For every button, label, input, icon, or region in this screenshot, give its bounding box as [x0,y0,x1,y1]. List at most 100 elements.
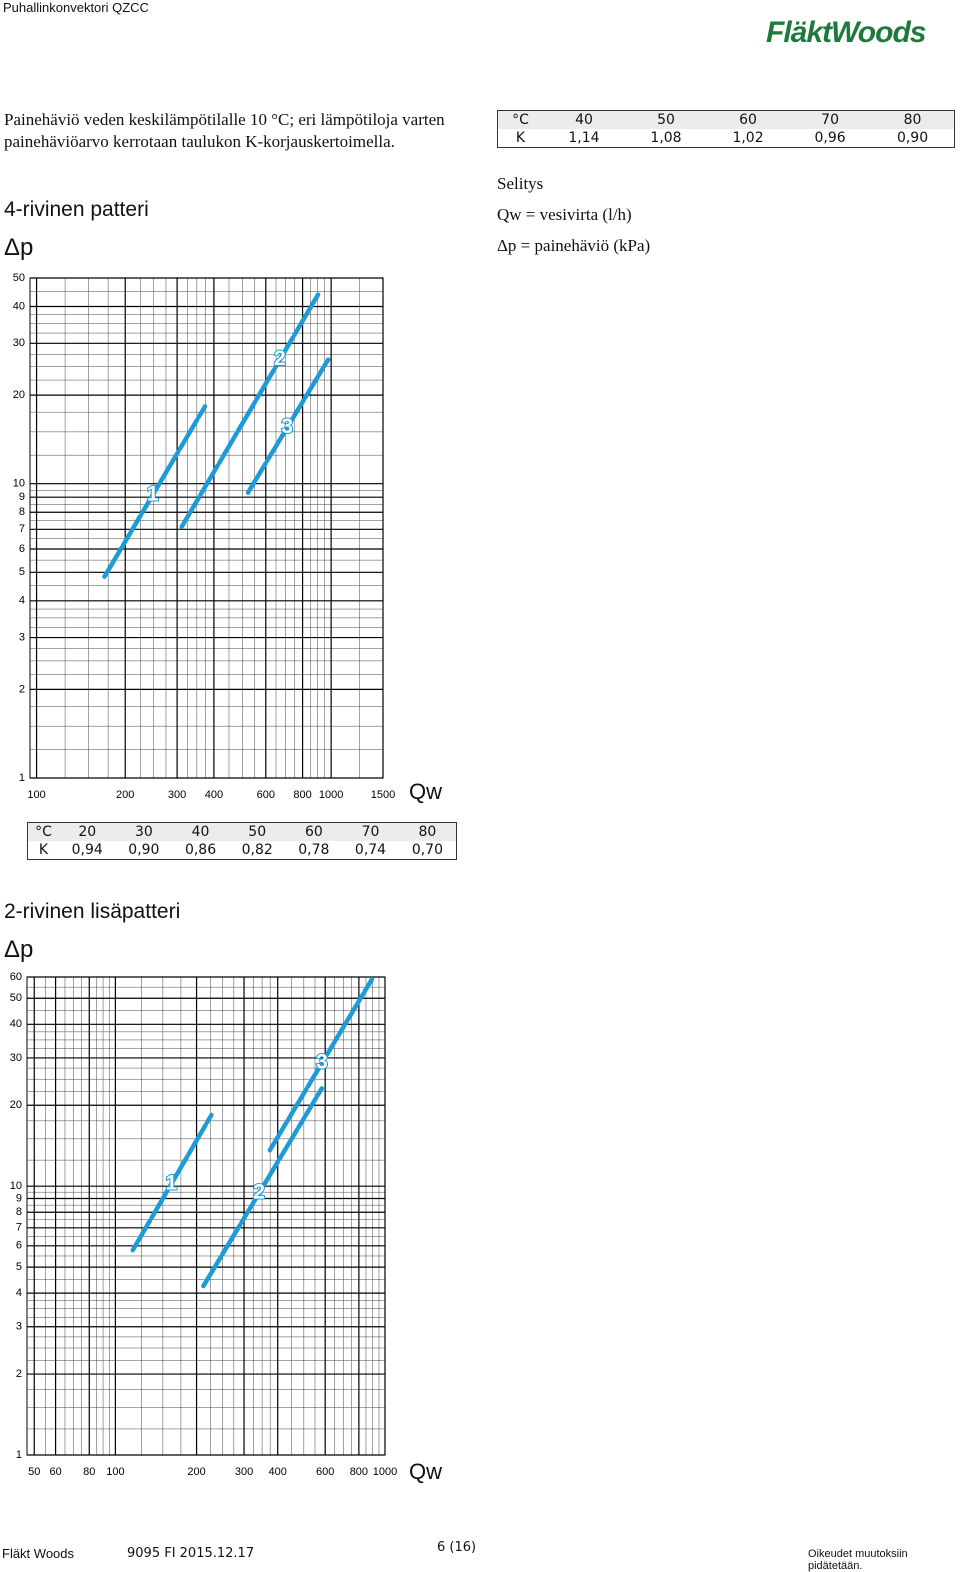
table-cell: 0,94 [71,842,103,858]
y-tick-label: 9 [16,1192,22,1204]
x-tick-label: 50 [28,1466,40,1478]
y-tick-label: 6 [16,1240,22,1252]
table-cell: 1,08 [650,130,682,146]
table-cell: 0,90 [896,130,929,146]
y-tick-label: 60 [10,971,22,983]
table-row: °C 40 50 60 70 80 [497,110,955,129]
table-cell: 0,90 [128,842,160,858]
x-tick-label: 600 [257,789,275,801]
table-cell: 20 [58,822,116,841]
table-cell: 40 [172,822,229,841]
y-tick-label: 20 [10,1099,22,1111]
table-row: K 0,94 0,90 0,86 0,82 0,78 0,74 0,70 [28,841,457,860]
table-cell: 80 [398,822,457,841]
curve [245,357,331,495]
y-tick-label: 9 [19,491,25,503]
x-tick-label: 200 [116,789,134,801]
table-cell: 1,02 [732,130,764,146]
y-tick-label: 5 [16,1261,22,1273]
y-label: Δp [4,234,34,261]
y-tick-label: 10 [13,478,25,490]
table-cell: °C [497,110,543,129]
chart-title: 2-rivinen lisäpatteri [4,900,181,923]
series-label: 3 [316,1051,328,1074]
y-tick-label: 50 [10,992,22,1004]
y-tick-label: 50 [13,272,25,284]
plot-area [29,277,384,779]
x-tick-label: 80 [83,1466,95,1478]
x-tick-label: 1000 [373,1466,397,1478]
y-tick-label: 8 [19,506,25,518]
x-tick-label: 100 [27,789,45,801]
table-row: °C 20 30 40 50 60 70 80 [27,822,457,841]
x-tick-label: 800 [350,1466,368,1478]
table-cell: 60 [707,110,790,129]
table-cell: 1,14 [568,130,600,146]
chart-title: 4-rivinen patteri [4,198,149,221]
table-cell: 0,74 [354,842,387,858]
y-tick-label: 7 [16,1222,22,1234]
intro: Painehäviö veden keskilämpötilalle 10 °C… [4,110,445,151]
y-tick-label: 8 [16,1206,22,1218]
table-cell: 0,70 [411,842,443,858]
y-tick-label: 10 [10,1180,22,1192]
x-tick-label: 300 [235,1466,253,1478]
y-tick-label: 2 [16,1368,22,1380]
table-cell: 0,96 [814,130,846,146]
x-tick-label: 100 [106,1466,124,1478]
table-cell: 70 [342,822,399,841]
series-label: 1 [147,483,159,506]
y-label: Δp [4,936,34,963]
y-tick-label: 20 [13,389,25,401]
table-row: K 1,14 1,08 1,02 0,96 0,90 [498,129,955,148]
table-cell: K [515,130,526,146]
logo: FläktWoods [766,16,926,49]
y-tick-label: 3 [19,631,25,643]
x-tick-label: 400 [269,1466,287,1478]
x-tick-label: 200 [187,1466,205,1478]
table-cell: 40 [542,110,625,129]
table-cell: 0,82 [241,842,273,858]
table-cell: 50 [228,822,286,841]
table-cell: 80 [871,110,955,129]
curve [102,404,208,579]
table-cell: 0,86 [184,842,217,858]
x-tick-label: 1500 [371,789,395,801]
y-tick-label: 4 [19,595,25,607]
footer-code: 9095 FI 2015.12.17 [127,1546,255,1561]
table-cell: °C [27,822,59,841]
x-tick-label: 400 [205,789,223,801]
y-tick-label: 40 [13,300,25,312]
footer-page: 6 (16) [437,1540,477,1555]
table-cell: K [38,842,49,858]
curve [179,292,321,530]
y-tick-label: 40 [10,1018,22,1030]
table-cell: 50 [625,110,708,129]
table-cell: 70 [789,110,872,129]
curve [267,976,375,1153]
curve [201,1086,325,1289]
y-tick-label: 5 [19,566,25,578]
x-tick-label: 600 [316,1466,334,1478]
legend-line: Δp = painehäviö (kPa) [497,236,651,255]
table-cell: 30 [115,822,173,841]
footer-company: Fläkt Woods [2,1546,75,1561]
y-tick-label: 2 [19,683,25,695]
x-label: Qw [409,779,442,804]
x-label: Qw [409,1459,442,1484]
series-label: 2 [274,347,286,370]
y-tick-label: 4 [16,1287,22,1299]
table-cell: 60 [285,822,343,841]
y-tick-label: 30 [10,1052,22,1064]
y-tick-label: 6 [19,543,25,555]
correction-table: °C 40 50 60 70 80 K 1,14 1,08 1,02 0,96 0,90 [497,110,955,148]
y-tick-label: 3 [16,1321,22,1333]
series-label: 1 [165,1171,177,1194]
table-cell: 0,78 [298,842,330,858]
series-label: 2 [253,1181,265,1204]
doc-title: Puhallinkonvektori QZCC [3,0,149,15]
correction-table: °C 20 30 40 50 60 70 80 K 0,94 0,90 0,86 0,82 0,78 0,7… [27,822,457,860]
x-tick-label: 300 [168,789,186,801]
